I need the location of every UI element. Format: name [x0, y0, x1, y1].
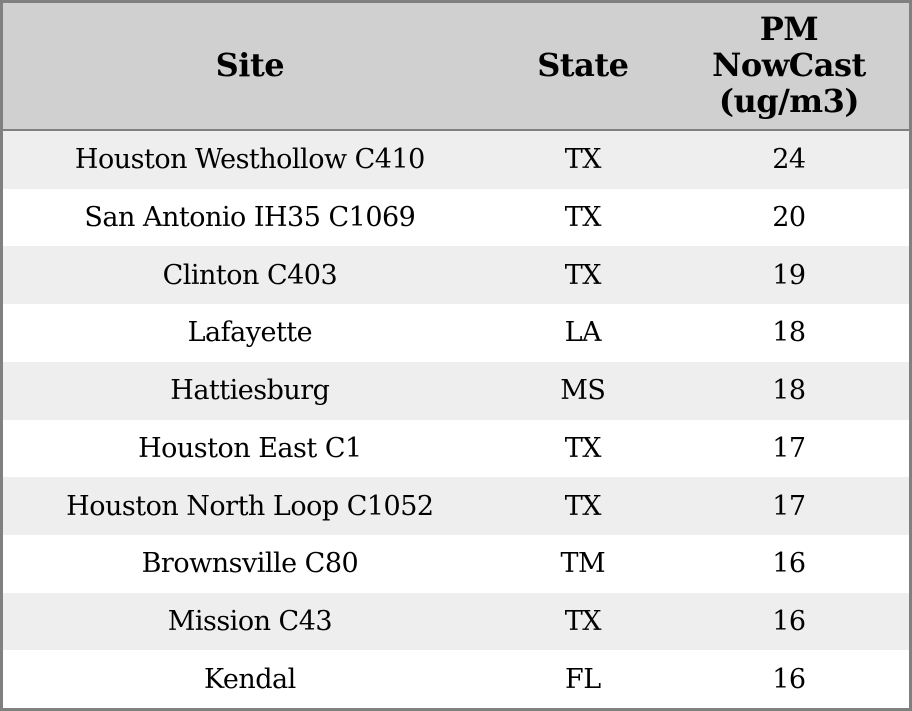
pm-cell: 17 [772, 490, 806, 522]
state-cell: MS [560, 375, 606, 407]
site-cell: Brownsville C80 [141, 548, 359, 580]
site-cell: Lafayette [187, 317, 313, 349]
state-cell: TX [564, 605, 602, 637]
table-row: Houston North Loop C1052 TX 17 [3, 477, 909, 535]
state-cell: TX [564, 144, 602, 176]
header-site: Site [215, 46, 285, 85]
site-cell: San Antonio IH35 C1069 [84, 202, 416, 234]
table-row: Lafayette LA 18 [3, 304, 909, 362]
site-cell: Clinton C403 [162, 259, 338, 291]
pm-cell: 24 [772, 144, 806, 176]
site-cell: Mission C43 [167, 605, 333, 637]
pm-cell: 18 [772, 317, 806, 349]
table-row: Hattiesburg MS 18 [3, 361, 909, 420]
table-row: Mission C43 TX 16 [3, 592, 909, 651]
header-pm-nowcast: PM NowCast (ug/m3) [712, 10, 866, 120]
header-state: State [537, 46, 629, 85]
pm-cell: 19 [772, 259, 806, 291]
site-cell: Houston Westhollow C410 [74, 144, 425, 176]
table-row: Kendal FL 16 [3, 650, 909, 709]
table-row: Brownsville C80 TM 16 [3, 534, 909, 593]
pm-cell: 16 [772, 663, 806, 695]
pm-cell: 20 [772, 202, 806, 234]
pm-cell: 17 [772, 432, 806, 464]
state-cell: TX [564, 259, 602, 291]
table-row: Houston Westhollow C410 TX 24 [3, 131, 909, 189]
state-cell: TM [560, 548, 606, 580]
table-row: Clinton C403 TX 19 [3, 246, 909, 305]
pm-cell: 16 [772, 605, 806, 637]
state-cell: TX [564, 490, 602, 522]
pm-cell: 18 [772, 375, 806, 407]
table-header-row: Site State PM NowCast (ug/m3) [3, 3, 909, 131]
state-cell: FL [564, 663, 601, 695]
site-cell: Kendal [203, 663, 296, 695]
site-cell: Houston North Loop C1052 [66, 490, 434, 522]
site-cell: Hattiesburg [170, 375, 330, 407]
state-cell: TX [564, 202, 602, 234]
state-cell: LA [564, 317, 602, 349]
site-cell: Houston East C1 [138, 432, 362, 464]
state-cell: TX [564, 432, 602, 464]
table-row: San Antonio IH35 C1069 TX 20 [3, 188, 909, 247]
table-row: Houston East C1 TX 17 [3, 419, 909, 478]
pm-cell: 16 [772, 548, 806, 580]
table-body: Houston Westhollow C410 TX 24 San Antoni… [3, 131, 909, 709]
